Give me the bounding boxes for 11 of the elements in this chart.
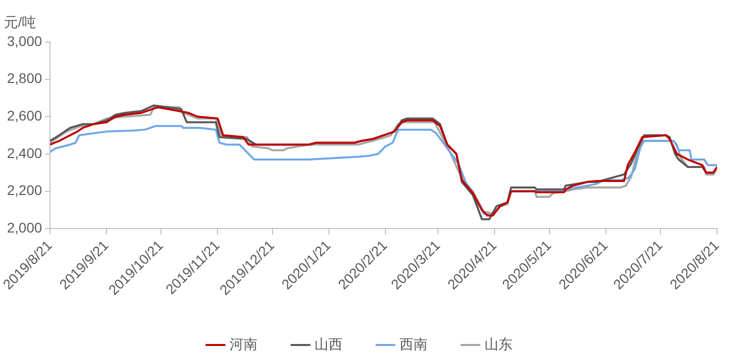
legend-label: 山东 <box>484 336 512 352</box>
y-tick-label: 2,600 <box>6 107 42 124</box>
y-tick-label: 2,800 <box>6 70 42 86</box>
y-axis-title: 元/吨 <box>4 14 36 30</box>
y-tick-label: 2,400 <box>6 144 42 161</box>
y-tick-label: 2,200 <box>6 182 42 198</box>
legend-label: 河南 <box>230 336 258 352</box>
y-tick-label: 2,000 <box>6 219 42 236</box>
y-tick-label: 3,000 <box>6 32 42 49</box>
legend-label: 西南 <box>400 336 428 352</box>
legend-label: 山西 <box>314 336 342 352</box>
